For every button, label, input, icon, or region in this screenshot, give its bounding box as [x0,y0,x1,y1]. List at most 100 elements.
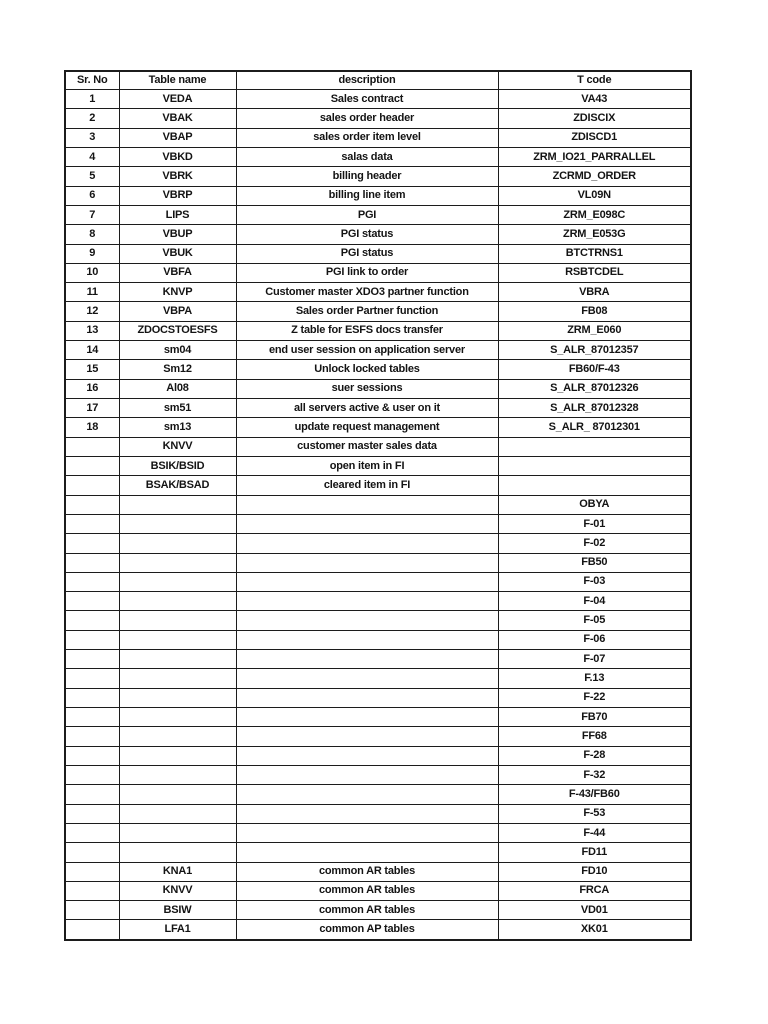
cell-description [235,706,499,728]
cell-tcode: S_ALR_87012328 [497,397,692,419]
cell-description: sales order header [235,108,499,129]
cell-description: billing line item [235,185,499,206]
cell-srno: 10 [64,262,120,284]
table-row: F-32 [64,764,692,786]
cell-table-name [118,629,237,651]
cell-description [235,591,499,612]
cell-srno [64,745,120,766]
cell-tcode: ZRM_E098C [497,204,692,226]
cell-srno [64,784,120,805]
cell-srno: 9 [64,243,120,264]
table-row: BSAK/BSAD cleared item in FI [64,475,692,496]
table-row: 4 VBKD salas data ZRM_IO21_PARRALLEL [64,146,692,168]
cell-srno [64,436,120,457]
cell-table-name [118,533,237,554]
table-row: FB50 [64,552,692,573]
cell-description: sales order item level [235,127,499,148]
cell-srno [64,533,120,554]
cell-description [235,822,499,844]
table-row: F-06 [64,629,692,651]
cell-srno: 11 [64,282,120,303]
cell-table-name: BSAK/BSAD [118,475,237,496]
cell-description: common AP tables [235,919,499,941]
cell-table-name: KNVP [118,282,237,303]
cell-table-name: sm51 [118,397,237,419]
table-row: OBYA [64,494,692,515]
cell-tcode: F-43/FB60 [497,784,692,805]
cell-srno [64,900,120,921]
cell-description: end user session on application server [235,340,499,361]
cell-tcode: FRCA [497,880,692,902]
cell-tcode: F-32 [497,764,692,786]
cell-description [235,803,499,824]
table-row: KNA1 common AR tables FD10 [64,861,692,882]
cell-description [235,842,499,863]
table-row: BSIW common AR tables VD01 [64,900,692,921]
cell-table-name: sm13 [118,417,237,438]
cell-table-name: VBPA [118,301,237,322]
table-row: 15 Sm12 Unlock locked tables FB60/F-43 [64,359,692,380]
header-srno: Sr. No [64,70,120,90]
table-body: 1 VEDA Sales contract VA43 2 VBAK sales order … [64,88,692,941]
cell-srno: 4 [64,146,120,168]
cell-srno: 1 [64,88,120,110]
cell-table-name [118,764,237,786]
cell-srno: 14 [64,340,120,361]
cell-tcode: VA43 [497,88,692,110]
cell-srno [64,475,120,496]
cell-tcode: ZCRMD_ORDER [497,166,692,187]
cell-tcode: XK01 [497,919,692,941]
cell-description: PGI [235,204,499,226]
table-header: Sr. No Table name description T code [64,70,692,90]
table-row: FD11 [64,842,692,863]
cell-description [235,745,499,766]
cell-tcode: VL09N [497,185,692,206]
cell-description: PGI link to order [235,262,499,284]
cell-srno [64,610,120,631]
cell-description [235,726,499,747]
cell-table-name: Sm12 [118,359,237,380]
cell-table-name: KNVV [118,880,237,902]
cell-table-name: VBAP [118,127,237,148]
cell-srno: 3 [64,127,120,148]
cell-description: PGI status [235,224,499,245]
cell-tcode: FB50 [497,552,692,573]
table-row: F-53 [64,803,692,824]
header-description: description [235,70,499,90]
cell-tcode: VBRA [497,282,692,303]
cell-table-name: VBRP [118,185,237,206]
table-row: F-05 [64,610,692,631]
cell-table-name [118,571,237,593]
cell-srno [64,861,120,882]
cell-tcode: ZDISCIX [497,108,692,129]
cell-table-name: KNVV [118,436,237,457]
table-row: 10 VBFA PGI link to order RSBTCDEL [64,262,692,284]
table-row: F-44 [64,822,692,844]
table-row: 2 VBAK sales order header ZDISCIX [64,108,692,129]
cell-table-name: sm04 [118,340,237,361]
cell-srno [64,687,120,709]
table-row: 7 LIPS PGI ZRM_E098C [64,204,692,226]
header-table-name: Table name [118,70,237,90]
cell-description: Unlock locked tables [235,359,499,380]
cell-table-name: Al08 [118,378,237,400]
cell-description: common AR tables [235,880,499,902]
cell-description [235,784,499,805]
cell-srno: 6 [64,185,120,206]
cell-table-name [118,784,237,805]
cell-tcode: S_ALR_87012326 [497,378,692,400]
cell-description [235,513,499,535]
table-row: FB70 [64,706,692,728]
cell-srno: 12 [64,301,120,322]
cell-tcode: F-53 [497,803,692,824]
cell-tcode: F-01 [497,513,692,535]
cell-tcode: FB08 [497,301,692,322]
cell-table-name [118,803,237,824]
cell-table-name: VBKD [118,146,237,168]
table-row: 5 VBRK billing header ZCRMD_ORDER [64,166,692,187]
cell-tcode [497,436,692,457]
cell-table-name [118,591,237,612]
cell-description [235,629,499,651]
cell-tcode [497,475,692,496]
